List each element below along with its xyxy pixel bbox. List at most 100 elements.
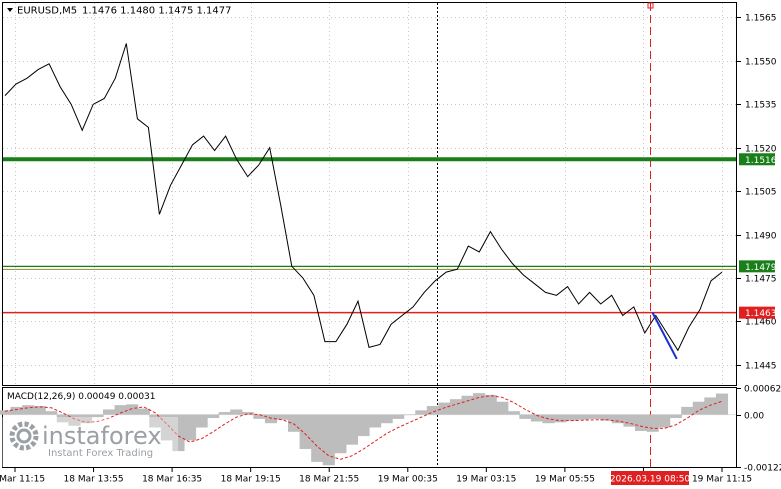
- cursor-marker-top: [647, 2, 654, 9]
- macd-bar: [426, 406, 439, 415]
- price-tick-label: 1.1520: [745, 145, 777, 155]
- time-tick-label: 18 Mar 19:15: [221, 475, 281, 485]
- level-tag-label: 1.1479: [745, 263, 777, 273]
- level-tag-resistance: [739, 153, 775, 166]
- macd-bar: [554, 414, 567, 423]
- macd-bar: [507, 411, 520, 415]
- macd-bar: [207, 414, 220, 419]
- price-line: [4, 43, 723, 352]
- macd-bar: [681, 406, 694, 415]
- macd-bar: [102, 409, 116, 415]
- macd-bar: [33, 406, 46, 415]
- macd-bar: [692, 401, 705, 415]
- price-tick-label: 1.1565: [745, 14, 777, 24]
- macd-bar: [415, 410, 428, 415]
- price-pane[interactable]: [2, 2, 737, 386]
- brand-name: instaforex: [42, 422, 162, 450]
- macd-bar: [137, 408, 150, 415]
- macd-bar: [241, 412, 254, 415]
- macd-bar: [114, 405, 127, 415]
- macd-bar: [172, 414, 185, 452]
- instaforex-logo: instaforex Instant Forex Trading: [2, 417, 178, 467]
- macd-signal-line: [4, 395, 723, 460]
- level-tag-label: 1.1463: [745, 309, 777, 319]
- macd-bar: [646, 414, 659, 432]
- level-tag-current: [739, 260, 775, 273]
- macd-bar: [22, 405, 35, 415]
- macd-bar: [45, 411, 58, 415]
- brand-tagline: Instant Forex Trading: [48, 448, 153, 459]
- macd-bar: [288, 414, 301, 432]
- macd-bar: [577, 414, 590, 420]
- time-tick-label: 18 Mar 21:55: [299, 475, 359, 485]
- price-tick-label: 1.1460: [745, 318, 777, 328]
- macd-bar: [403, 414, 416, 416]
- price-tick-label: 1.1475: [745, 275, 777, 285]
- time-highlight: 2026.03.19 08:50: [610, 471, 691, 485]
- macd-bar: [345, 414, 359, 445]
- macd-bar: [473, 393, 486, 415]
- macd-bar: [634, 414, 648, 431]
- macd-bar: [299, 414, 312, 449]
- time-tick-label: 18 Mar 13:55: [64, 475, 124, 485]
- time-highlight-label: 2026.03.19 08:50: [610, 475, 691, 485]
- macd-bar: [715, 393, 729, 415]
- macd-bar: [126, 404, 139, 415]
- macd-bar: [623, 414, 636, 427]
- macd-bar: [230, 409, 243, 415]
- macd-bar: [611, 414, 625, 424]
- macd-bar: [496, 401, 509, 415]
- macd-bar: [195, 414, 208, 428]
- price-tick-label: 1.1445: [745, 362, 777, 372]
- macd-tick-label: -0.00122: [744, 464, 781, 474]
- macd-bar: [149, 414, 162, 428]
- macd-bar: [565, 414, 578, 421]
- price-tick-label: 1.1505: [745, 188, 777, 198]
- macd-bar: [704, 397, 717, 415]
- macd-bar: [449, 399, 463, 415]
- macd-bar: [160, 414, 173, 441]
- logo-gear-icon: [9, 421, 39, 451]
- time-tick-label: 19 Mar 03:15: [456, 475, 516, 485]
- macd-bar: [322, 414, 335, 466]
- trend-line[interactable]: [651, 312, 678, 360]
- level-tag-support: [739, 306, 775, 319]
- macd-bar: [91, 414, 104, 418]
- macd-bar: [461, 395, 474, 415]
- macd-bar: [438, 402, 451, 415]
- macd-bar: [253, 414, 266, 419]
- macd-bar: [368, 414, 382, 428]
- macd-bar: [484, 394, 497, 415]
- macd-bar: [10, 406, 23, 415]
- macd-bar: [0, 410, 12, 415]
- macd-bar: [218, 412, 231, 415]
- macd-bar: [380, 414, 393, 424]
- macd-bar: [357, 414, 370, 437]
- price-tick-label: 1.1535: [745, 101, 777, 111]
- time-tick-label: 19 Mar 00:35: [378, 475, 438, 485]
- macd-bar: [588, 414, 601, 419]
- time-tick-label: 19 Mar 05:55: [535, 475, 595, 485]
- ohlc-quote: 1.1476 1.1480 1.1475 1.1477: [82, 6, 232, 17]
- dropdown-arrow-icon[interactable]: [7, 8, 13, 12]
- macd-bar: [264, 414, 278, 424]
- time-tick-label: 18 Mar 11:15: [0, 475, 45, 485]
- price-tick-label: 1.1490: [745, 232, 777, 242]
- macd-bar: [79, 414, 93, 424]
- macd-bar: [276, 414, 289, 420]
- macd-bar: [68, 414, 81, 426]
- chart-header: EURUSD,M5 1.1476 1.1480 1.1475 1.1477: [7, 6, 232, 17]
- symbol-timeframe: EURUSD,M5: [17, 6, 77, 17]
- macd-bar: [669, 414, 682, 419]
- macd-bar: [392, 414, 405, 419]
- macd-bar: [530, 414, 544, 422]
- macd-tick-label: 0.00: [744, 412, 764, 422]
- time-tick-label: 18 Mar 16:35: [142, 475, 202, 485]
- level-tag-label: 1.1516: [745, 156, 777, 166]
- price-tick-label: 1.1550: [745, 58, 777, 68]
- macd-bar: [519, 414, 532, 419]
- macd-tick-label: 0.00062: [744, 385, 781, 395]
- macd-bar: [311, 414, 324, 462]
- macd-bar: [600, 414, 613, 421]
